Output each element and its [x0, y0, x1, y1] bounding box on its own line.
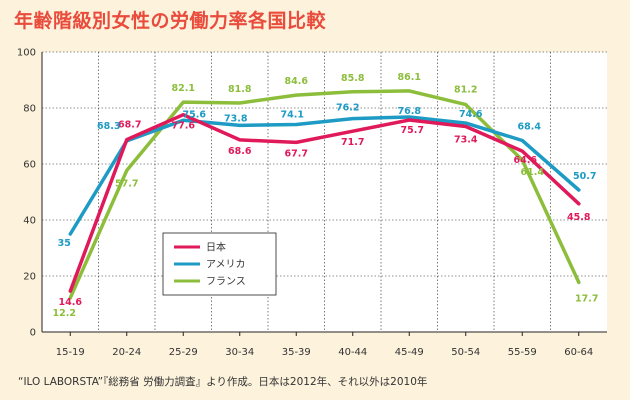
data-label-2-5: 85.8: [341, 73, 365, 84]
data-label-0-0: 14.6: [59, 297, 83, 308]
data-label-0-3: 68.6: [228, 146, 252, 157]
data-label-2-7: 81.2: [454, 85, 477, 96]
data-label-0-7: 73.4: [454, 134, 478, 145]
data-label-1-5: 76.2: [336, 103, 359, 114]
source-note: “ILO LABORSTA”『総務省 労働力調査』より作成。日本は2012年、そ…: [18, 376, 428, 388]
x-tick-label-45-49: 45-49: [395, 347, 424, 358]
legend-label-2: フランス: [206, 276, 246, 288]
x-tick-label-60-64: 60-64: [564, 347, 593, 358]
data-label-1-6: 76.8: [398, 106, 422, 117]
x-tick-label-55-59: 55-59: [508, 347, 537, 358]
data-label-2-0: 12.2: [53, 308, 76, 319]
data-label-2-4: 84.6: [285, 76, 309, 87]
data-label-2-2: 82.1: [172, 83, 195, 94]
x-tick-label-30-34: 30-34: [225, 347, 254, 358]
x-tick-label-35-39: 35-39: [282, 347, 311, 358]
legend-label-0: 日本: [206, 241, 226, 254]
y-tick-label-80: 80: [23, 104, 36, 115]
x-tick-label-25-29: 25-29: [169, 347, 198, 358]
data-label-1-3: 73.8: [224, 113, 248, 124]
legend-label-1: アメリカ: [206, 259, 246, 271]
data-label-1-2: 75.6: [183, 109, 207, 120]
x-tick-label-50-54: 50-54: [451, 347, 480, 358]
data-label-1-9: 50.7: [573, 171, 596, 182]
data-label-1-1: 68.3: [97, 121, 120, 132]
data-label-2-1: 57.7: [115, 178, 138, 189]
y-tick-label-100: 100: [17, 48, 36, 59]
series-line-0: [68, 112, 581, 293]
data-label-2-9: 17.7: [575, 293, 598, 304]
x-tick-label-40-44: 40-44: [338, 347, 367, 358]
data-label-1-7: 74.6: [459, 109, 483, 120]
y-tick-label-0: 0: [30, 328, 36, 339]
data-label-1-0: 35: [58, 238, 71, 249]
y-tick-label-40: 40: [23, 216, 36, 227]
y-tick-label-60: 60: [23, 160, 36, 171]
data-label-0-8: 64.6: [514, 155, 538, 166]
y-tick-label-20: 20: [23, 272, 36, 283]
series-line-1: [68, 115, 581, 236]
data-label-0-1: 68.7: [118, 120, 141, 131]
data-label-0-6: 75.7: [401, 125, 424, 136]
chart-title: 年齢階級別女性の労働力率各国比較: [14, 10, 327, 32]
data-label-2-6: 86.1: [398, 72, 421, 83]
data-label-0-2: 77.6: [172, 121, 196, 132]
data-label-0-9: 45.8: [567, 212, 591, 223]
x-tick-label-20-24: 20-24: [112, 347, 141, 358]
data-label-1-8: 68.4: [518, 121, 542, 132]
data-label-0-4: 67.7: [285, 148, 308, 159]
data-label-2-8: 61.4: [521, 167, 545, 178]
data-label-0-5: 71.7: [341, 137, 364, 148]
x-tick-label-15-19: 15-19: [56, 347, 85, 358]
data-label-1-4: 74.1: [281, 110, 304, 121]
data-label-2-3: 81.8: [228, 84, 252, 95]
